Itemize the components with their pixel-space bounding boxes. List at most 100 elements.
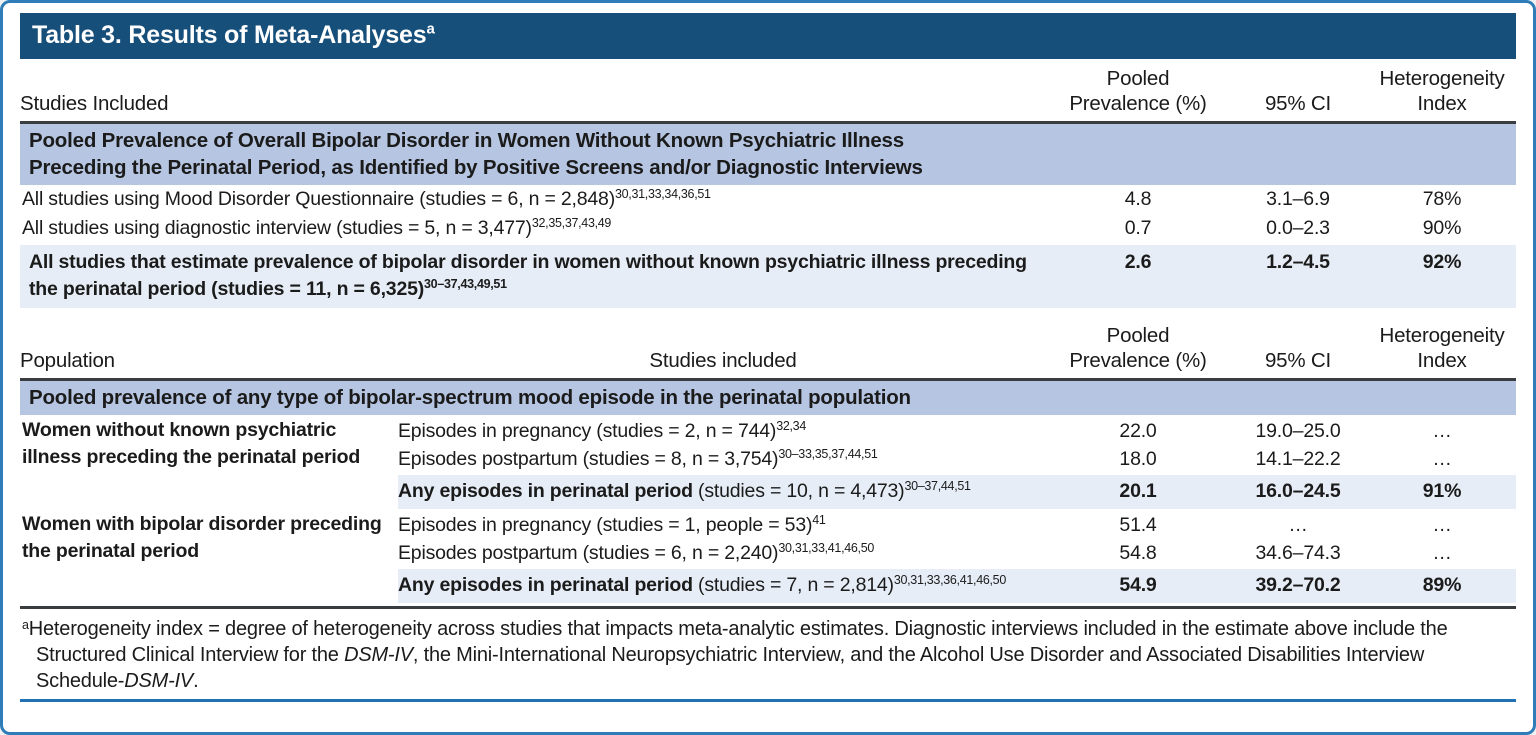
pooled-header2-line2: Prevalence (%)	[1069, 349, 1207, 372]
pooled-prevalence-value: 0.7	[1124, 217, 1152, 239]
population-group: Women with bipolar disorder preceding th…	[20, 511, 1516, 603]
ci-value: 16.0–24.5	[1255, 480, 1341, 502]
heterogeneity-header2-line2: Index	[1417, 349, 1467, 372]
row-label: Any episodes in perinatal period (studie…	[398, 479, 971, 502]
pooled-prevalence-value: 51.4	[1119, 514, 1157, 536]
header-divider-rule-2	[20, 378, 1516, 381]
reference-numbers: 30,31,33,34,36,51	[615, 187, 711, 202]
bottom-rule	[20, 699, 1516, 702]
reference-numbers: 41	[812, 513, 826, 528]
footnote-text: aHeterogeneity index = degree of heterog…	[22, 617, 1448, 692]
ci-value: 39.2–70.2	[1255, 574, 1341, 596]
row-label: All studies using Mood Disorder Question…	[22, 187, 711, 210]
ci-value: 34.6–74.3	[1255, 542, 1341, 564]
table1-row: All studies that estimate prevalence of …	[20, 245, 1516, 308]
table-title-superscript: a	[426, 20, 435, 38]
table1-section-band: Pooled Prevalence of Overall Bipolar Dis…	[20, 124, 1516, 185]
row-label-emphasis: Any episodes in perinatal period	[398, 480, 693, 502]
reference-numbers: 30,31,33,36,41,46,50	[893, 573, 1006, 588]
table2-section-text: Pooled prevalence of any type of bipolar…	[29, 386, 911, 409]
table1-section-line1: Pooled Prevalence of Overall Bipolar Dis…	[29, 129, 904, 152]
reference-numbers: 30–37,43,49,51	[424, 277, 507, 292]
heterogeneity-header-line2: Index	[1417, 92, 1467, 115]
ci-value: 19.0–25.0	[1255, 420, 1341, 442]
population-group: Women without known psychiatric illness …	[20, 417, 1516, 509]
footnote-divider-rule	[20, 606, 1516, 609]
table2-row: Episodes in pregnancy (studies = 1, peop…	[398, 511, 1516, 539]
table2-row: Episodes in pregnancy (studies = 2, n = …	[398, 417, 1516, 445]
ci-value: 14.1–22.2	[1255, 448, 1341, 470]
reference-numbers: 32,34	[776, 419, 806, 434]
row-label: Episodes in pregnancy (studies = 2, n = …	[398, 419, 806, 442]
pooled-header-line2: Prevalence (%)	[1069, 92, 1207, 115]
pooled-prevalence-value: 22.0	[1119, 420, 1157, 442]
population-header: Population	[20, 349, 115, 372]
table1-section-line2: Preceding the Perinatal Period, as Ident…	[29, 156, 923, 179]
heterogeneity-value: …	[1432, 542, 1452, 564]
row-label: All studies using diagnostic interview (…	[22, 216, 612, 239]
table1-rows: All studies using Mood Disorder Question…	[20, 185, 1516, 308]
table2-row: Episodes postpartum (studies = 8, n = 3,…	[398, 445, 1516, 473]
table1-row: All studies using Mood Disorder Question…	[20, 185, 1516, 214]
heterogeneity-header2-line1: Heterogeneity	[1379, 324, 1505, 347]
pooled-prevalence-value: 54.9	[1119, 574, 1157, 596]
heterogeneity-value: …	[1432, 420, 1452, 442]
ci-header-2: 95% CI	[1264, 349, 1332, 372]
pooled-prevalence-header-2: Pooled Prevalence (%)	[1048, 323, 1228, 373]
row-label-emphasis: Any episodes in perinatal period	[398, 574, 693, 596]
pooled-prevalence-value: 4.8	[1124, 188, 1152, 210]
heterogeneity-value: 92%	[1422, 251, 1462, 273]
table2-row: Any episodes in perinatal period (studie…	[398, 475, 1516, 509]
table2-row: Any episodes in perinatal period (studie…	[398, 569, 1516, 603]
table-title-bar: Table 3. Results of Meta-Analysesa	[20, 13, 1516, 59]
table2-section-band: Pooled prevalence of any type of bipolar…	[20, 381, 1516, 415]
table2-groups: Women without known psychiatric illness …	[20, 417, 1516, 603]
row-label: All studies that estimate prevalence of …	[29, 251, 1027, 300]
population-label: Women with bipolar disorder preceding th…	[22, 513, 382, 562]
header-divider-rule	[20, 121, 1516, 124]
section-gap	[20, 308, 1516, 317]
table-title: Table 3. Results of Meta-Analyses	[32, 21, 427, 49]
row-label: Any episodes in perinatal period (studie…	[398, 573, 1006, 596]
ci-value: 3.1–6.9	[1266, 188, 1330, 210]
ci-value: 0.0–2.3	[1266, 217, 1330, 239]
reference-numbers: 30–33,35,37,44,51	[778, 447, 878, 462]
footnote-marker: a	[22, 617, 29, 632]
ci-value: 1.2–4.5	[1266, 251, 1330, 273]
table2-header-row: Population Studies included Pooled Preva…	[20, 317, 1516, 378]
population-label: Women without known psychiatric illness …	[22, 419, 361, 468]
row-label: Episodes postpartum (studies = 8, n = 3,…	[398, 447, 878, 470]
table2-row: Episodes postpartum (studies = 6, n = 2,…	[398, 539, 1516, 567]
footnote: aHeterogeneity index = degree of heterog…	[20, 609, 1516, 694]
heterogeneity-header-2: Heterogeneity Index	[1368, 323, 1516, 373]
ci-header: 95% CI	[1264, 92, 1332, 115]
row-label: Episodes in pregnancy (studies = 1, peop…	[398, 513, 826, 536]
pooled-prevalence-value: 54.8	[1119, 542, 1157, 564]
heterogeneity-value: 89%	[1422, 574, 1462, 596]
table1-row: All studies using diagnostic interview (…	[20, 214, 1516, 243]
pooled-prevalence-value: 20.1	[1119, 480, 1157, 502]
row-label: Episodes postpartum (studies = 6, n = 2,…	[398, 541, 875, 564]
heterogeneity-value: 78%	[1422, 188, 1462, 210]
heterogeneity-header-line1: Heterogeneity	[1379, 67, 1505, 90]
ci-value: …	[1288, 514, 1308, 536]
pooled-prevalence-header: Pooled Prevalence (%)	[1048, 66, 1228, 116]
table1-row-header: Studies Included	[20, 92, 169, 115]
heterogeneity-value: 90%	[1422, 217, 1462, 239]
heterogeneity-value: …	[1432, 448, 1452, 470]
heterogeneity-value: 91%	[1422, 480, 1462, 502]
reference-numbers: 32,35,37,43,49	[531, 216, 612, 231]
studies-included-header: Studies included	[649, 349, 797, 372]
pooled-prevalence-value: 2.6	[1124, 251, 1152, 273]
reference-numbers: 30,31,33,41,46,50	[778, 541, 875, 556]
pooled-header-line1: Pooled	[1106, 67, 1170, 90]
group-rows: Episodes in pregnancy (studies = 2, n = …	[398, 417, 1516, 509]
heterogeneity-value: …	[1432, 514, 1452, 536]
pooled-prevalence-value: 18.0	[1119, 448, 1157, 470]
reference-numbers: 30–37,44,51	[904, 479, 971, 494]
table1-header-row: Studies Included Pooled Prevalence (%) 9…	[20, 59, 1516, 121]
pooled-header2-line1: Pooled	[1106, 324, 1170, 347]
heterogeneity-header: Heterogeneity Index	[1368, 66, 1516, 116]
group-rows: Episodes in pregnancy (studies = 1, peop…	[398, 511, 1516, 603]
